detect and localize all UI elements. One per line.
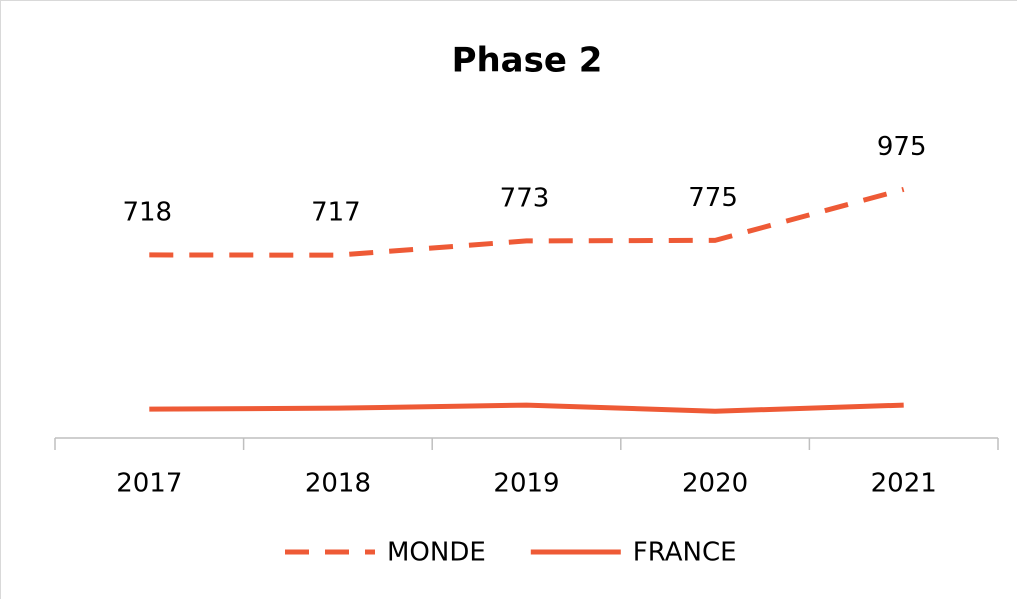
chart-title: Phase 2 xyxy=(452,41,603,81)
legend-label: MONDE xyxy=(387,538,486,568)
data-label: 773 xyxy=(500,183,550,213)
x-tick-label: 2017 xyxy=(116,469,182,499)
data-label: 775 xyxy=(688,183,738,213)
x-tick-label: 2020 xyxy=(682,469,748,499)
legend-label: FRANCE xyxy=(633,538,737,568)
x-tick-label: 2021 xyxy=(871,469,937,499)
data-label: 717 xyxy=(311,198,361,228)
x-tick-label: 2019 xyxy=(493,469,559,499)
x-tick-label: 2018 xyxy=(305,469,371,499)
data-label: 718 xyxy=(122,197,172,227)
data-label: 975 xyxy=(877,132,927,162)
